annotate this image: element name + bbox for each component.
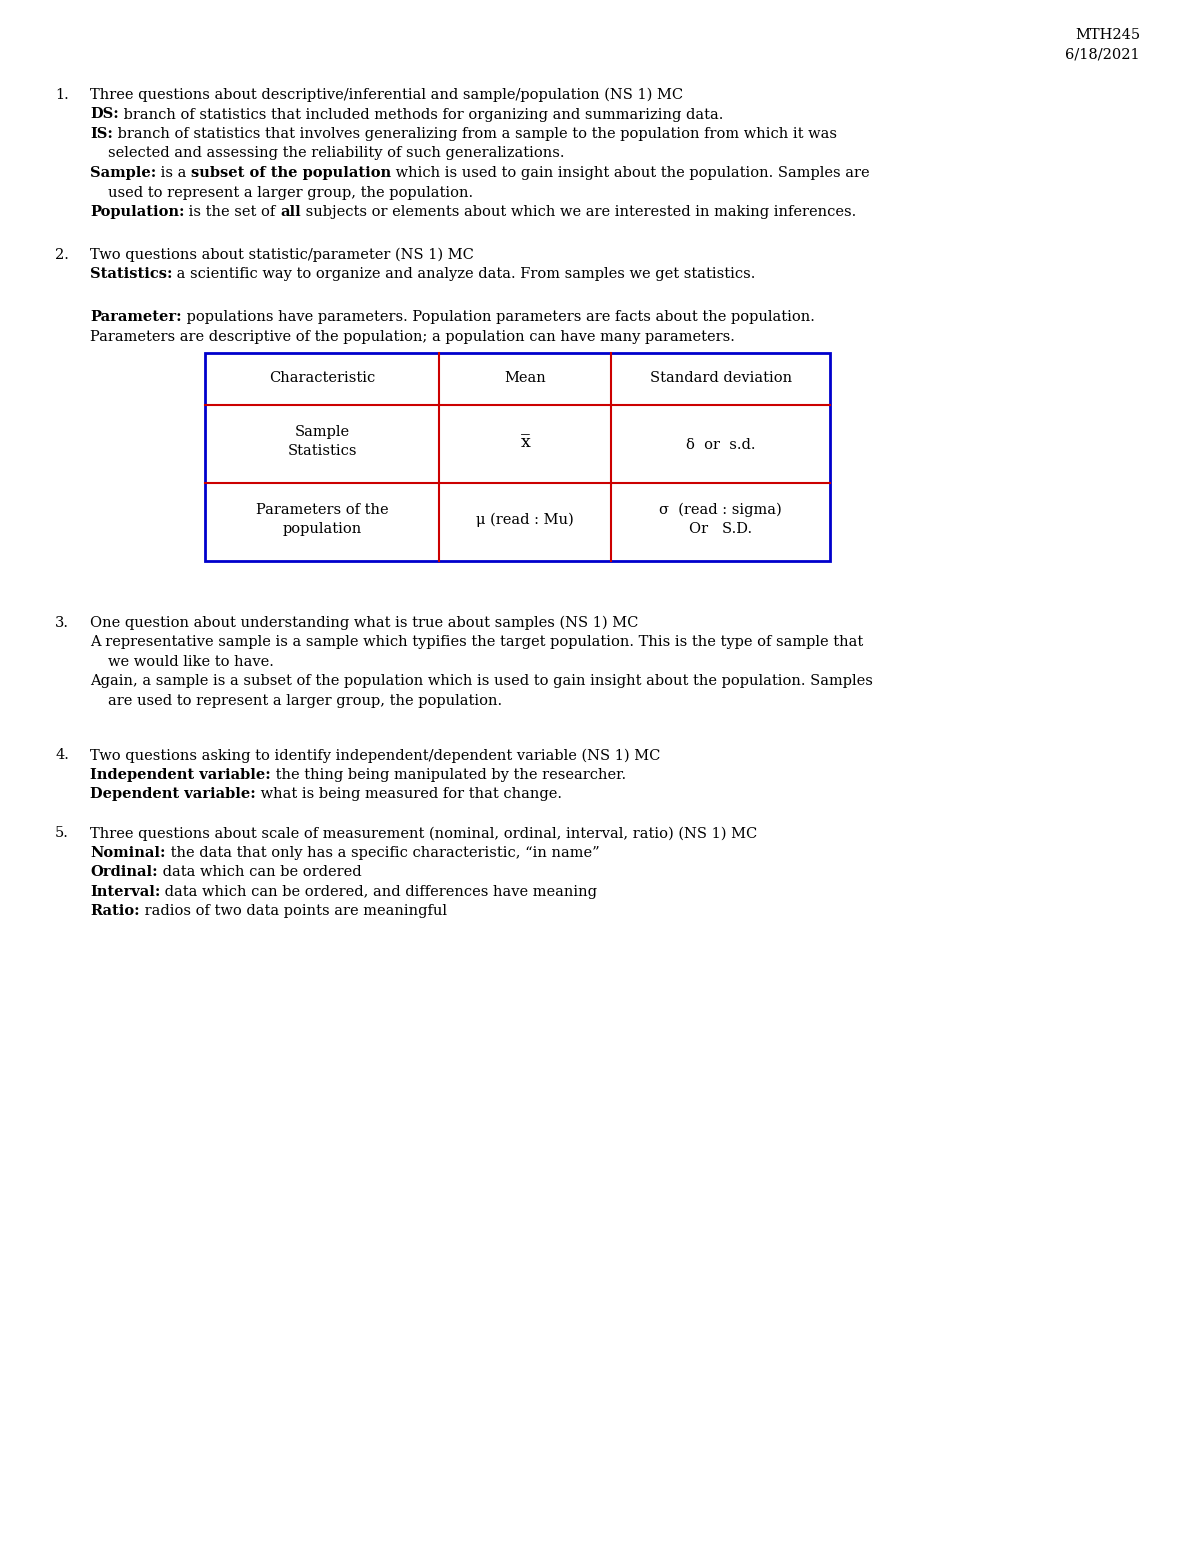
Text: Again, a sample is a subset of the population which is used to gain insight abou: Again, a sample is a subset of the popul… (90, 674, 872, 688)
Text: branch of statistics that involves generalizing from a sample to the population : branch of statistics that involves gener… (113, 127, 836, 141)
Text: Sample:: Sample: (90, 166, 156, 180)
Text: Ratio:: Ratio: (90, 904, 139, 918)
Text: population: population (282, 522, 362, 536)
Text: selected and assessing the reliability of such generalizations.: selected and assessing the reliability o… (108, 146, 564, 160)
Text: are used to represent a larger group, the population.: are used to represent a larger group, th… (108, 694, 502, 708)
Text: used to represent a larger group, the population.: used to represent a larger group, the po… (108, 185, 473, 199)
Text: data which can be ordered: data which can be ordered (157, 865, 361, 879)
Text: 2.: 2. (55, 248, 68, 262)
Text: is the set of: is the set of (185, 205, 281, 219)
Text: Ordinal:: Ordinal: (90, 865, 157, 879)
Text: Mean: Mean (504, 371, 546, 385)
Text: Independent variable:: Independent variable: (90, 767, 271, 781)
Text: Two questions about statistic/parameter (NS 1) MC: Two questions about statistic/parameter … (90, 248, 474, 262)
Text: IS:: IS: (90, 127, 113, 141)
Text: Three questions about descriptive/inferential and sample/population (NS 1) MC: Three questions about descriptive/infere… (90, 89, 683, 102)
Text: Statistics: Statistics (288, 444, 356, 458)
Text: 1.: 1. (55, 89, 68, 102)
Text: Standard deviation: Standard deviation (649, 371, 792, 385)
Text: radios of two data points are meaningful: radios of two data points are meaningful (139, 904, 446, 918)
Text: the thing being manipulated by the researcher.: the thing being manipulated by the resea… (271, 767, 626, 781)
Text: Sample: Sample (295, 424, 349, 438)
Text: which is used to gain insight about the population. Samples are: which is used to gain insight about the … (391, 166, 870, 180)
Text: Population:: Population: (90, 205, 185, 219)
Text: what is being measured for that change.: what is being measured for that change. (256, 787, 562, 801)
Text: x̅: x̅ (521, 435, 530, 452)
Text: is a: is a (156, 166, 191, 180)
Text: 5.: 5. (55, 826, 68, 840)
Text: A representative sample is a sample which typifies the target population. This i: A representative sample is a sample whic… (90, 635, 863, 649)
Text: data which can be ordered, and differences have meaning: data which can be ordered, and differenc… (161, 885, 598, 899)
Text: Or   S.D.: Or S.D. (689, 522, 752, 536)
Text: Parameter:: Parameter: (90, 311, 181, 325)
Text: a scientific way to organize and analyze data. From samples we get statistics.: a scientific way to organize and analyze… (173, 267, 756, 281)
Text: DS:: DS: (90, 107, 119, 121)
Text: subset of the population: subset of the population (191, 166, 391, 180)
Text: subjects or elements about which we are interested in making inferences.: subjects or elements about which we are … (301, 205, 857, 219)
Text: δ  or  s.d.: δ or s.d. (686, 438, 755, 452)
Text: MTH245: MTH245 (1075, 28, 1140, 42)
Text: Two questions asking to identify independent/dependent variable (NS 1) MC: Two questions asking to identify indepen… (90, 749, 660, 763)
Text: Parameters of the: Parameters of the (256, 503, 389, 517)
Text: populations have parameters. Population parameters are facts about the populatio: populations have parameters. Population … (181, 311, 815, 325)
Text: Characteristic: Characteristic (269, 371, 376, 385)
Text: 3.: 3. (55, 617, 70, 631)
Text: 4.: 4. (55, 749, 68, 763)
Text: Interval:: Interval: (90, 885, 161, 899)
Text: Statistics:: Statistics: (90, 267, 173, 281)
Text: Parameters are descriptive of the population; a population can have many paramet: Parameters are descriptive of the popula… (90, 329, 734, 343)
Text: One question about understanding what is true about samples (NS 1) MC: One question about understanding what is… (90, 617, 638, 631)
Text: branch of statistics that included methods for organizing and summarizing data.: branch of statistics that included metho… (119, 107, 724, 121)
Text: 6/18/2021: 6/18/2021 (1066, 48, 1140, 62)
Text: we would like to have.: we would like to have. (108, 655, 274, 669)
Text: Nominal:: Nominal: (90, 846, 166, 860)
Text: the data that only has a specific characteristic, “in name”: the data that only has a specific charac… (166, 846, 599, 860)
Text: σ  (read : sigma): σ (read : sigma) (659, 503, 782, 517)
Text: Three questions about scale of measurement (nominal, ordinal, interval, ratio) (: Three questions about scale of measureme… (90, 826, 757, 840)
Text: Dependent variable:: Dependent variable: (90, 787, 256, 801)
Text: all: all (281, 205, 301, 219)
Text: μ (read : Mu): μ (read : Mu) (476, 512, 574, 526)
